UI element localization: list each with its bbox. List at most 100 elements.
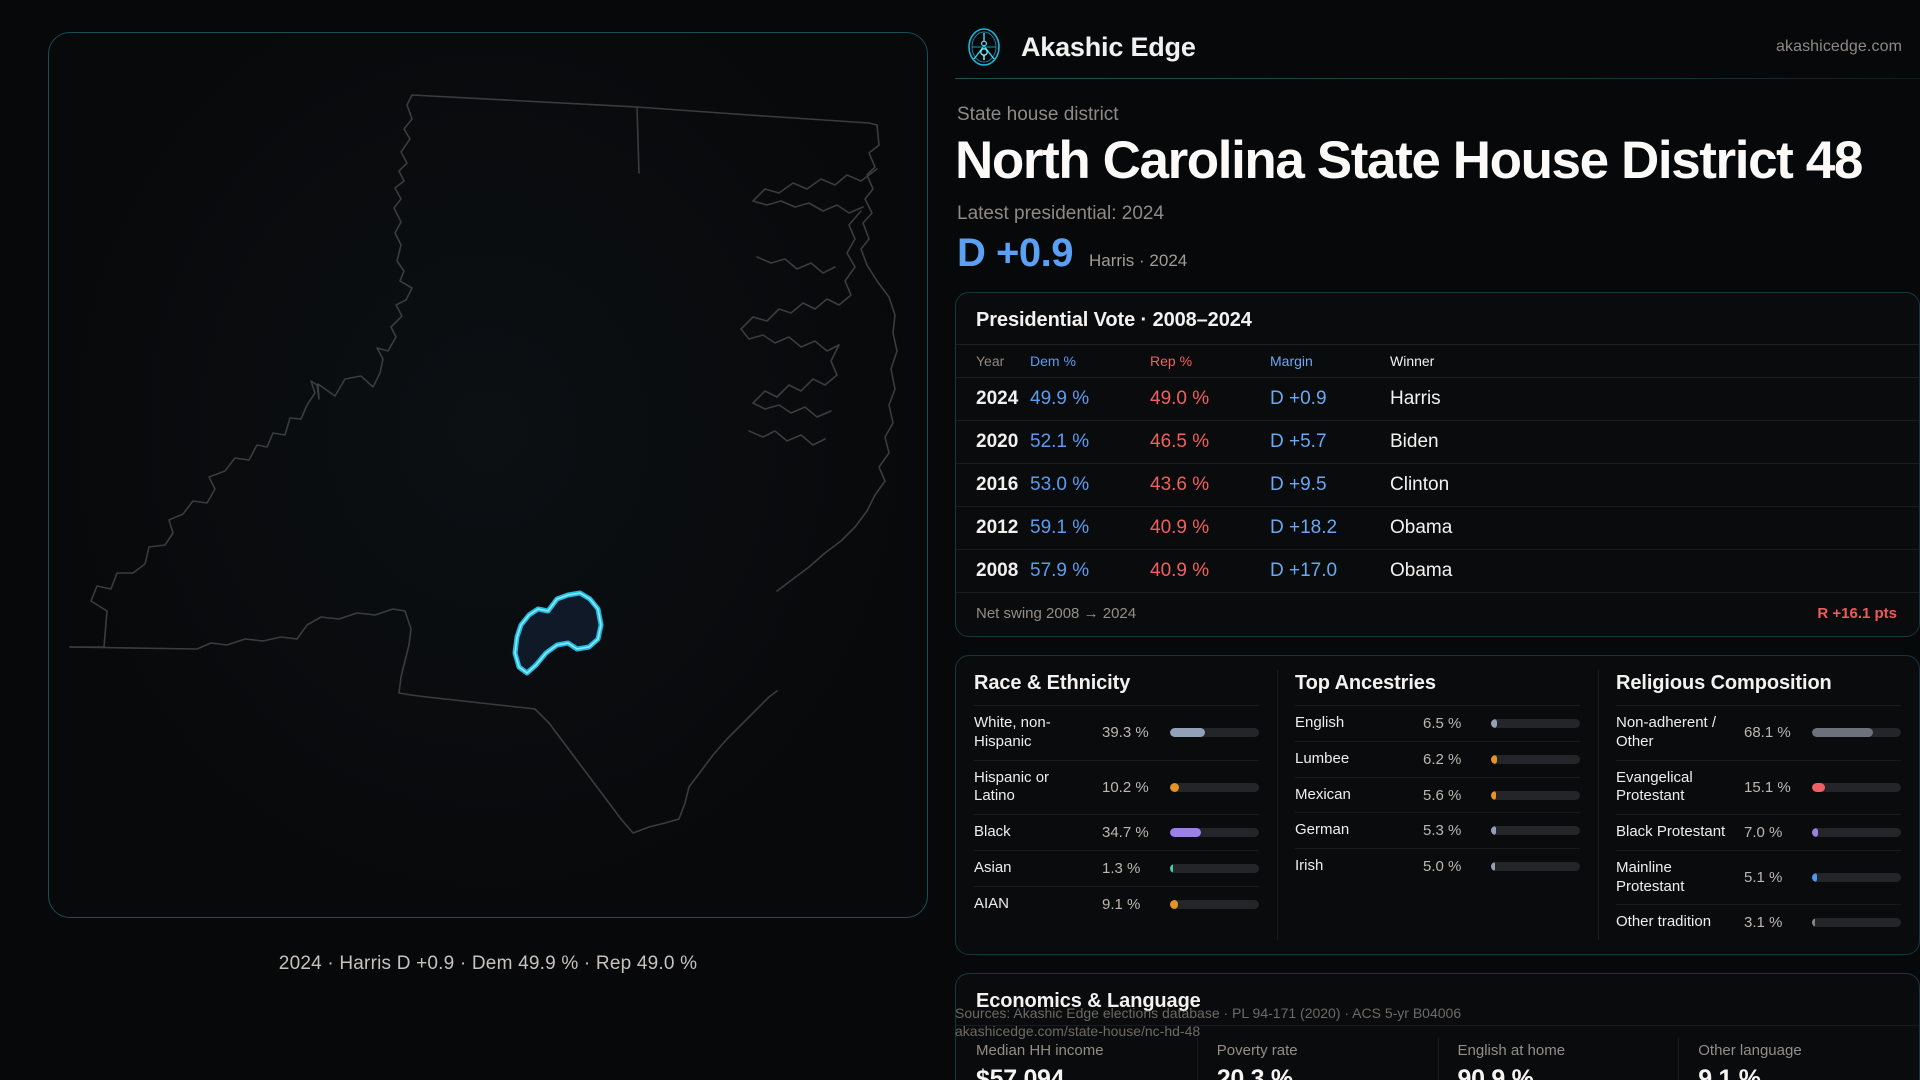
cell-margin: D +9.5 xyxy=(1270,463,1390,508)
row-bar-track xyxy=(1170,782,1259,792)
row-label: White, non-Hispanic xyxy=(974,714,1051,750)
row-label: German xyxy=(1295,821,1350,839)
cell-dem: 52.1 % xyxy=(1030,420,1150,465)
row-label: Black Protestant xyxy=(1616,823,1726,841)
race-title: Race & Ethnicity xyxy=(974,672,1131,695)
row-bar-fill xyxy=(1812,918,1815,928)
stat-other-language[interactable]: Other language 9.1 % xyxy=(1678,1026,1919,1080)
list-item[interactable]: AIAN 9.1 % xyxy=(974,885,1259,922)
religious-composition-panel: Religious Composition Non-adherent / Oth… xyxy=(1598,656,1919,954)
cell-winner: Biden xyxy=(1390,420,1919,465)
row-bar-fill xyxy=(1170,863,1173,873)
cell-dem: 57.9 % xyxy=(1030,549,1150,594)
brand-bar: Akashic Edge akashicedge.com xyxy=(955,0,1920,79)
akashic-emblem-icon[interactable] xyxy=(963,26,1005,68)
list-item[interactable]: Mexican 5.6 % xyxy=(1295,776,1580,813)
highlighted-district-48[interactable] xyxy=(512,590,604,676)
row-bar-track xyxy=(1170,828,1259,838)
list-item[interactable]: German 5.3 % xyxy=(1295,812,1580,848)
ancestry-title: Top Ancestries xyxy=(1295,672,1436,695)
stat-value: 9.1 % xyxy=(1698,1065,1761,1080)
table-row[interactable]: 2016 53.0 % 43.6 % D +9.5 Clinton xyxy=(956,463,1919,508)
row-value: 5.0 % xyxy=(1423,858,1462,876)
cell-year: 2020 xyxy=(956,420,1030,465)
col-dem: Dem % xyxy=(1030,344,1150,379)
source-line-1: Sources: Akashic Edge elections database… xyxy=(955,1005,1462,1021)
detail-column: Akashic Edge akashicedge.com State house… xyxy=(955,0,1920,1080)
table-row[interactable]: 2008 57.9 % 40.9 % D +17.0 Obama xyxy=(956,549,1919,594)
list-item[interactable]: Lumbee 6.2 % xyxy=(1295,740,1580,777)
row-label: Lumbee xyxy=(1295,749,1350,767)
margin-value: D +0.9 xyxy=(957,231,1073,276)
row-value: 10.2 % xyxy=(1102,778,1149,796)
list-item[interactable]: Black Protestant 7.0 % xyxy=(1616,814,1901,850)
cell-winner: Clinton xyxy=(1390,463,1919,508)
cell-margin: D +17.0 xyxy=(1270,549,1390,594)
row-label: Mexican xyxy=(1295,785,1351,803)
stat-value: 90.9 % xyxy=(1457,1065,1534,1080)
row-value: 5.1 % xyxy=(1744,869,1783,887)
row-bar-track xyxy=(1491,719,1580,729)
row-label: Evangelical Protestant xyxy=(1616,768,1693,805)
list-item[interactable]: Irish 5.0 % xyxy=(1295,848,1580,884)
religion-rows: Non-adherent / Other 68.1 % Evangelical … xyxy=(1598,705,1919,940)
list-item[interactable]: Evangelical Protestant 15.1 % xyxy=(1616,759,1901,815)
list-item[interactable]: Other tradition 3.1 % xyxy=(1616,904,1901,940)
list-item[interactable]: Non-adherent / Other 68.1 % xyxy=(1616,705,1901,760)
row-value: 6.2 % xyxy=(1423,750,1462,768)
row-value: 3.1 % xyxy=(1744,914,1783,932)
cell-dem: 53.0 % xyxy=(1030,463,1150,508)
economics-language-card: Economics & Language Median HH income $5… xyxy=(955,973,1920,1080)
source-footer: Sources: Akashic Edge elections database… xyxy=(955,1004,1475,1040)
row-label: AIAN xyxy=(974,894,1010,912)
row-value: 9.1 % xyxy=(1102,895,1141,913)
page-title: North Carolina State House District 48 xyxy=(955,131,1863,190)
row-bar-fill xyxy=(1812,782,1826,792)
stat-label: Poverty rate xyxy=(1216,1042,1298,1060)
cell-dem: 59.1 % xyxy=(1030,506,1150,551)
cell-rep: 46.5 % xyxy=(1150,420,1270,465)
list-item[interactable]: White, non-Hispanic 39.3 % xyxy=(974,705,1259,760)
table-row[interactable]: 2024 49.9 % 49.0 % D +0.9 Harris xyxy=(956,377,1919,422)
source-line-2: akashicedge.com/state-house/nc-hd-48 xyxy=(955,1023,1201,1040)
table-row[interactable]: 2020 52.1 % 46.5 % D +5.7 Biden xyxy=(956,420,1919,465)
row-label: Asian xyxy=(974,858,1012,876)
stat-median-income[interactable]: Median HH income $57,094 xyxy=(956,1026,1197,1080)
list-item[interactable]: Asian 1.3 % xyxy=(974,849,1259,886)
row-value: 5.3 % xyxy=(1423,822,1462,840)
row-bar-track xyxy=(1170,863,1259,873)
stat-english-at-home[interactable]: English at home 90.9 % xyxy=(1437,1026,1679,1080)
cell-margin: D +18.2 xyxy=(1270,506,1390,551)
district-map-panel[interactable]: 2024 · Harris D +0.9 · Dem 49.9 % · Rep … xyxy=(48,32,929,974)
col-winner: Winner xyxy=(1390,344,1919,379)
row-label: English xyxy=(1295,714,1345,732)
row-label: Mainline Protestant xyxy=(1616,858,1685,895)
row-bar-fill xyxy=(1812,828,1819,838)
religion-title: Religious Composition xyxy=(1616,672,1832,695)
economics-title: Economics & Language xyxy=(976,990,1201,1013)
list-item[interactable]: Mainline Protestant 5.1 % xyxy=(1616,849,1901,905)
list-item[interactable]: Hispanic or Latino 10.2 % xyxy=(974,759,1259,815)
net-swing-row: Net swing 2008 → 2024 R +16.1 pts xyxy=(956,593,1919,636)
row-label: Non-adherent / Other xyxy=(1616,714,1717,750)
stat-poverty-rate[interactable]: Poverty rate 20.3 % xyxy=(1196,1026,1438,1080)
north-carolina-map[interactable] xyxy=(49,33,929,863)
list-item[interactable]: English 6.5 % xyxy=(1295,705,1580,741)
row-bar-track xyxy=(1812,728,1901,738)
brand-divider xyxy=(955,78,1920,79)
cell-margin: D +0.9 xyxy=(1270,377,1390,422)
table-row[interactable]: 2012 59.1 % 40.9 % D +18.2 Obama xyxy=(956,506,1919,551)
vote-table-body: 2024 49.9 % 49.0 % D +0.9 Harris 2020 52… xyxy=(956,377,1919,594)
row-bar-track xyxy=(1812,918,1901,928)
economics-grid: Median HH income $57,094 Poverty rate 20… xyxy=(956,1025,1919,1080)
cell-year: 2008 xyxy=(956,549,1030,594)
list-item[interactable]: Black 34.7 % xyxy=(974,814,1259,850)
row-bar-track xyxy=(1170,728,1259,738)
row-value: 34.7 % xyxy=(1102,824,1149,842)
cell-year: 2016 xyxy=(956,463,1030,508)
row-bar-fill xyxy=(1491,754,1497,764)
col-margin: Margin xyxy=(1270,344,1390,379)
race-rows: White, non-Hispanic 39.3 % Hispanic or L… xyxy=(956,705,1277,921)
row-bar-fill xyxy=(1812,873,1817,883)
